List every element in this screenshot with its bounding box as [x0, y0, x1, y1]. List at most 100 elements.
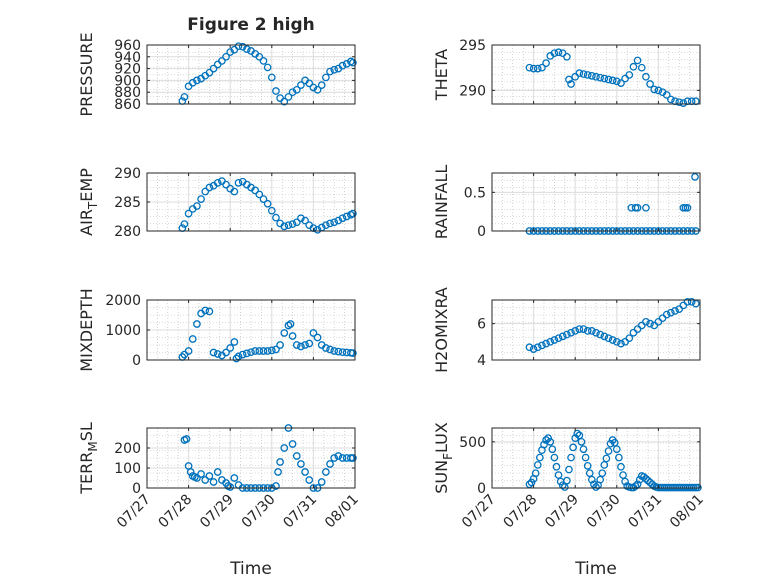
data-point	[238, 42, 247, 51]
data-point	[349, 209, 357, 218]
data-point	[313, 85, 322, 94]
y-tick-label: 0	[132, 481, 141, 497]
y-tick-label: 960	[114, 38, 141, 54]
data-point	[583, 327, 592, 335]
data-point	[272, 345, 280, 354]
data-point	[525, 343, 534, 352]
axes-box	[491, 44, 701, 105]
data-point	[284, 221, 293, 230]
data-point	[288, 88, 297, 97]
data-point	[292, 452, 301, 460]
data-point	[276, 458, 284, 466]
data-point	[226, 344, 235, 352]
y-axis-label-tail: LUX	[432, 422, 451, 453]
y-axis-label-main: THETA	[432, 49, 451, 101]
data-point	[687, 297, 696, 306]
data-point	[230, 474, 239, 482]
data-point	[193, 76, 201, 85]
data-point	[602, 454, 611, 463]
data-point	[280, 97, 289, 106]
x-axis-label: Time	[574, 559, 617, 579]
data-point	[276, 341, 284, 349]
data-point	[554, 471, 563, 479]
data-point	[533, 343, 542, 352]
data-point	[546, 437, 555, 446]
data-point	[552, 462, 561, 471]
data-point	[338, 454, 347, 462]
axes-box	[491, 427, 701, 489]
plot-area	[492, 173, 700, 231]
y-axis-label-main: PRESSURE	[77, 32, 96, 116]
data-point	[326, 219, 334, 228]
data-point	[600, 74, 609, 83]
data-point	[334, 347, 343, 356]
data-points	[178, 306, 357, 363]
y-tick-label: 200	[114, 441, 141, 457]
data-point	[201, 476, 210, 484]
data-point	[575, 431, 584, 440]
axes-box	[146, 427, 356, 489]
figure-title: Figure 2 high	[187, 15, 315, 35]
data-point	[226, 483, 235, 491]
data-point	[569, 443, 577, 452]
data-point	[671, 307, 679, 315]
data-point	[288, 440, 297, 448]
data-point	[575, 325, 584, 333]
data-point	[592, 72, 600, 81]
data-point	[255, 190, 264, 199]
data-point	[567, 328, 575, 337]
data-point	[538, 63, 546, 72]
data-point	[267, 346, 276, 355]
data-point	[297, 81, 305, 89]
data-point	[197, 195, 205, 203]
subplot-6: 4 6 H2OMIXRA	[432, 287, 701, 373]
data-point	[284, 321, 293, 330]
data-point	[330, 347, 339, 355]
data-point	[280, 222, 289, 231]
data-point	[542, 339, 550, 348]
data-point	[621, 477, 629, 486]
data-point	[330, 218, 339, 227]
y-axis-label-main: MIXDEPTH	[77, 288, 96, 371]
data-point	[558, 332, 567, 341]
data-point	[654, 86, 663, 95]
data-point	[184, 209, 193, 218]
y-tick-label: 2000	[105, 293, 141, 309]
y-tick-label: 860	[114, 97, 141, 113]
data-point	[577, 437, 586, 446]
data-point	[667, 308, 675, 317]
data-point	[322, 73, 330, 82]
data-point	[259, 195, 268, 203]
y-tick-label: 0	[477, 224, 486, 240]
data-point	[213, 179, 222, 187]
data-point	[230, 187, 239, 196]
data-point	[583, 461, 592, 470]
data-point	[242, 349, 251, 358]
data-point	[646, 319, 654, 328]
data-point	[542, 59, 550, 68]
data-point	[280, 329, 289, 337]
data-point	[267, 206, 276, 215]
plot-area	[492, 45, 700, 104]
data-point	[604, 447, 613, 455]
data-point	[222, 52, 230, 61]
data-point	[342, 212, 351, 221]
data-point	[563, 476, 571, 485]
data-point	[272, 87, 280, 95]
data-point	[585, 469, 594, 478]
data-point	[548, 445, 557, 454]
data-point	[263, 347, 272, 355]
y-tick-label: 900	[114, 73, 141, 89]
data-point	[305, 339, 314, 348]
data-point	[637, 63, 646, 72]
subplot-3: 280 285 290 AIRTEMP	[77, 166, 357, 240]
y-tick-label: 500	[459, 435, 486, 451]
data-point	[193, 320, 201, 328]
data-point	[193, 474, 201, 482]
data-point	[292, 85, 301, 94]
data-point	[650, 85, 659, 94]
y-tick-label: 6	[477, 317, 486, 333]
y-axis-label-tail: SL	[77, 422, 96, 441]
